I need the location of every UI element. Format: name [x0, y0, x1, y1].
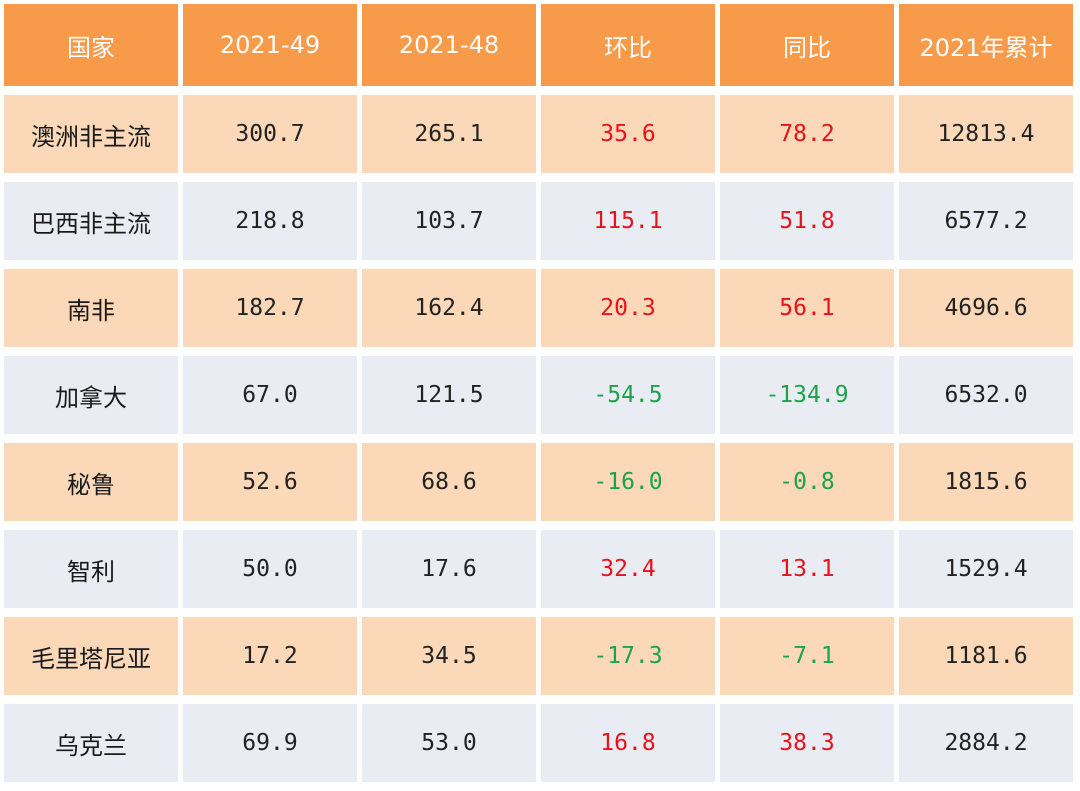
week-49-cell: 218.8 [183, 182, 357, 260]
week-48-cell: 68.6 [362, 443, 536, 521]
week-48-cell: 53.0 [362, 704, 536, 782]
country-cell: 巴西非主流 [4, 182, 178, 260]
yoy-cell: 51.8 [720, 182, 894, 260]
yoy-cell: 13.1 [720, 530, 894, 608]
country-cell: 南非 [4, 269, 178, 347]
ytd-cell: 12813.4 [899, 95, 1073, 173]
mom-cell: -54.5 [541, 356, 715, 434]
ytd-cell: 2884.2 [899, 704, 1073, 782]
yoy-cell: -7.1 [720, 617, 894, 695]
week-49-cell: 300.7 [183, 95, 357, 173]
ytd-cell: 1815.6 [899, 443, 1073, 521]
country-cell: 毛里塔尼亚 [4, 617, 178, 695]
mom-cell: 115.1 [541, 182, 715, 260]
week-48-cell: 162.4 [362, 269, 536, 347]
country-cell: 澳洲非主流 [4, 95, 178, 173]
week-48-cell: 17.6 [362, 530, 536, 608]
week-48-cell: 121.5 [362, 356, 536, 434]
ytd-cell: 4696.6 [899, 269, 1073, 347]
yoy-cell: 78.2 [720, 95, 894, 173]
mom-cell: 35.6 [541, 95, 715, 173]
mom-cell: 16.8 [541, 704, 715, 782]
week-49-cell: 50.0 [183, 530, 357, 608]
ytd-cell: 1529.4 [899, 530, 1073, 608]
country-cell: 乌克兰 [4, 704, 178, 782]
ytd-cell: 1181.6 [899, 617, 1073, 695]
mom-cell: 20.3 [541, 269, 715, 347]
week-49-cell: 52.6 [183, 443, 357, 521]
header-mom: 环比 [541, 4, 715, 86]
header-ytd: 2021年累计 [899, 4, 1073, 86]
week-49-cell: 67.0 [183, 356, 357, 434]
yoy-cell: -0.8 [720, 443, 894, 521]
week-49-cell: 17.2 [183, 617, 357, 695]
ytd-cell: 6577.2 [899, 182, 1073, 260]
yoy-cell: 38.3 [720, 704, 894, 782]
header-yoy: 同比 [720, 4, 894, 86]
week-49-cell: 182.7 [183, 269, 357, 347]
yoy-cell: 56.1 [720, 269, 894, 347]
yoy-cell: -134.9 [720, 356, 894, 434]
header-week-49: 2021-49 [183, 4, 357, 86]
week-49-cell: 69.9 [183, 704, 357, 782]
header-country: 国家 [4, 4, 178, 86]
country-cell: 秘鲁 [4, 443, 178, 521]
week-48-cell: 34.5 [362, 617, 536, 695]
mom-cell: -17.3 [541, 617, 715, 695]
week-48-cell: 265.1 [362, 95, 536, 173]
mom-cell: -16.0 [541, 443, 715, 521]
mom-cell: 32.4 [541, 530, 715, 608]
header-week-48: 2021-48 [362, 4, 536, 86]
country-cell: 加拿大 [4, 356, 178, 434]
country-cell: 智利 [4, 530, 178, 608]
week-48-cell: 103.7 [362, 182, 536, 260]
data-table: 国家 2021-49 2021-48 环比 同比 2021年累计 澳洲非主流 3… [4, 4, 1074, 791]
ytd-cell: 6532.0 [899, 356, 1073, 434]
